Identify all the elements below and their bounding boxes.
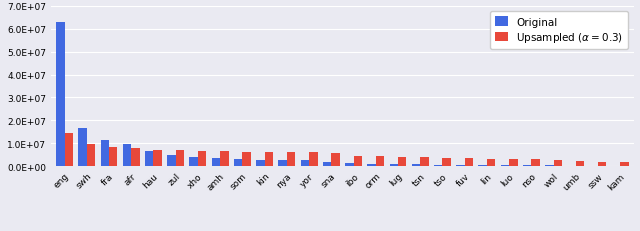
Bar [256,160,264,166]
Bar [442,158,451,166]
Bar [78,129,87,166]
Bar [531,159,540,166]
Bar [345,163,353,166]
Bar [332,154,340,166]
Bar [353,156,362,166]
Bar [434,165,442,166]
Bar [412,165,420,166]
Bar [323,162,332,166]
Bar [87,145,95,166]
Bar [398,157,406,166]
Bar [65,133,73,166]
Bar [479,165,487,166]
Bar [167,155,176,166]
Bar [523,165,531,166]
Bar [367,164,376,166]
Bar [620,163,628,166]
Bar [198,152,206,166]
Legend: Original, Upsampled ($\alpha = 0.3$): Original, Upsampled ($\alpha = 0.3$) [490,12,628,50]
Bar [109,147,118,166]
Bar [554,161,562,166]
Bar [309,153,317,166]
Bar [100,140,109,166]
Bar [176,151,184,166]
Bar [145,152,154,166]
Bar [278,160,287,166]
Bar [509,159,518,166]
Bar [212,158,220,166]
Bar [56,23,65,166]
Bar [465,158,473,166]
Bar [390,164,398,166]
Bar [487,159,495,166]
Bar [301,160,309,166]
Bar [131,148,140,166]
Bar [500,165,509,166]
Bar [264,152,273,166]
Bar [376,157,384,166]
Bar [234,159,243,166]
Bar [189,158,198,166]
Bar [243,152,251,166]
Bar [420,158,429,166]
Bar [456,165,465,166]
Bar [598,162,607,166]
Bar [287,152,295,166]
Bar [123,144,131,166]
Bar [220,152,228,166]
Bar [154,150,162,166]
Bar [576,162,584,166]
